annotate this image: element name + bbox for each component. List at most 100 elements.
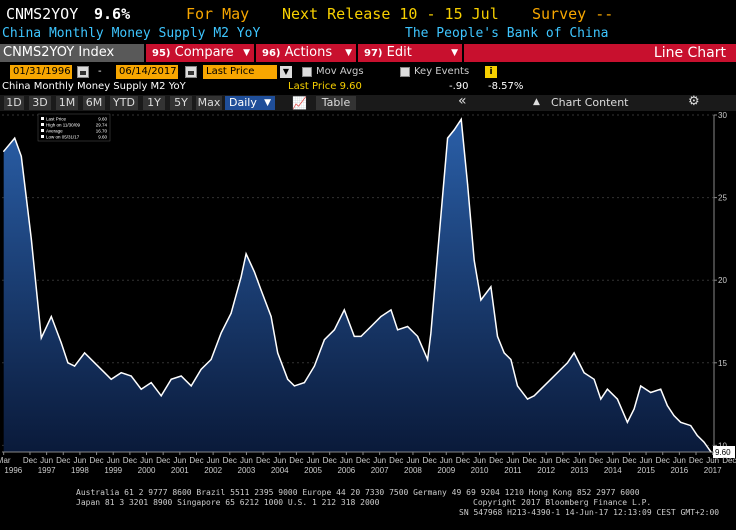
calendar-icon[interactable]	[185, 66, 197, 78]
data-point	[436, 253, 439, 255]
data-point	[120, 372, 122, 374]
x-tick-label: Jun	[706, 456, 719, 465]
x-tick-label: Dec	[489, 456, 503, 465]
data-point	[480, 299, 482, 301]
data-point	[343, 309, 345, 311]
frequency-select[interactable]: Daily ▼	[225, 96, 275, 110]
data-point	[30, 238, 32, 240]
x-tick-label: Dec	[189, 456, 203, 465]
series-last-price: Last Price 9.60	[288, 81, 362, 92]
ticker: CNMS2YOY	[6, 5, 79, 23]
x-tick-label: Mar	[0, 456, 11, 465]
data-point	[73, 365, 76, 367]
data-point	[220, 332, 222, 334]
data-point	[550, 378, 552, 380]
legend-swatch	[41, 117, 44, 120]
data-point	[430, 332, 432, 334]
data-point	[60, 342, 62, 344]
chevron-down-icon[interactable]: ▼	[280, 66, 292, 78]
field-select[interactable]: Last Price	[203, 65, 277, 79]
data-point	[560, 368, 562, 371]
data-point	[503, 352, 505, 354]
legend-item-value: 9.60	[98, 135, 107, 140]
chart-type-button[interactable]: Line Chart	[464, 44, 736, 62]
compare-button[interactable]: 95) Compare ▼	[146, 44, 254, 62]
period-button-1d[interactable]: 1D	[4, 96, 24, 110]
data-point	[460, 118, 462, 120]
chevron-up-icon[interactable]: ▲	[533, 97, 540, 107]
period-button-1m[interactable]: 1M	[56, 96, 78, 110]
period-button-1y[interactable]: 1Y	[143, 96, 165, 110]
mov-avgs-checkbox[interactable]	[302, 67, 312, 77]
data-point	[446, 137, 449, 139]
data-point	[313, 365, 315, 367]
line-chart-icon[interactable]: 📈	[292, 96, 307, 110]
period-button-max[interactable]: Max	[196, 96, 222, 110]
table-button[interactable]: Table	[316, 96, 356, 110]
data-point	[40, 337, 42, 339]
data-point	[14, 137, 16, 139]
period-button-3d[interactable]: 3D	[29, 96, 51, 110]
series-area	[3, 119, 711, 453]
x-year-label: 2003	[238, 466, 256, 475]
data-point	[170, 378, 172, 380]
legend-item-label: Average	[46, 129, 63, 134]
data-point	[427, 358, 429, 361]
next-release: Next Release 10 - 15 Jul	[282, 5, 499, 23]
data-point	[606, 388, 609, 390]
period-button-5y[interactable]: 5Y	[170, 96, 192, 110]
info-icon[interactable]: i	[485, 66, 497, 78]
series-change-pct: -8.57%	[488, 81, 524, 92]
start-date-field[interactable]: 01/31/1996	[10, 65, 72, 79]
x-tick-label: Dec	[656, 456, 670, 465]
x-tick-label: Jun	[506, 456, 519, 465]
edit-code: 97)	[364, 48, 383, 59]
x-year-label: 2013	[571, 466, 589, 475]
gear-icon[interactable]: ⚙	[688, 94, 700, 109]
collapse-icon[interactable]: «	[458, 93, 467, 109]
chart-content-label[interactable]: Chart Content	[551, 96, 629, 109]
x-tick-label: Jun	[173, 456, 186, 465]
x-tick-label: Dec	[23, 456, 37, 465]
data-point	[703, 441, 705, 443]
key-events-checkbox[interactable]	[400, 67, 410, 77]
period-button-ytd[interactable]: YTD	[110, 96, 138, 110]
end-date-field[interactable]: 06/14/2017	[116, 65, 178, 79]
footer-contacts-2: Japan 81 3 3201 8900 Singapore 65 6212 1…	[76, 498, 380, 507]
series-change: -.90	[449, 81, 469, 92]
legend-item-label: Last Price	[46, 117, 67, 122]
actions-button[interactable]: 96) Actions ▼	[256, 44, 356, 62]
x-tick-label: Dec	[289, 456, 303, 465]
data-point	[690, 424, 692, 427]
x-year-label: 2008	[404, 466, 422, 475]
x-tick-label: Jun	[273, 456, 286, 465]
period-button-6m[interactable]: 6M	[83, 96, 105, 110]
data-point	[466, 183, 469, 185]
legend-item-label: High on 11/30/09	[46, 123, 80, 128]
x-year-label: 2016	[670, 466, 688, 475]
data-point	[160, 395, 162, 397]
data-point	[110, 378, 112, 380]
edit-button[interactable]: 97) Edit ▼	[358, 44, 462, 62]
chevron-down-icon: ▼	[243, 48, 250, 58]
data-point	[540, 388, 542, 390]
data-point	[287, 378, 289, 380]
x-tick-label: Jun	[340, 456, 353, 465]
data-point	[333, 329, 335, 331]
calendar-icon[interactable]	[77, 66, 89, 78]
x-year-label: 2006	[337, 466, 355, 475]
x-year-label: 2000	[138, 466, 156, 475]
description-row: China Monthly Money Supply M2 YoY The Pe…	[0, 25, 736, 43]
x-tick-label: Jun	[107, 456, 120, 465]
footer-contacts-1: Australia 61 2 9777 8600 Brazil 5511 239…	[76, 488, 640, 497]
x-year-label: 2001	[171, 466, 189, 475]
data-point	[680, 421, 682, 423]
data-point	[360, 335, 362, 337]
y-tick-label: 25	[718, 194, 727, 203]
data-point	[190, 385, 192, 387]
data-point	[696, 434, 698, 437]
data-point	[370, 325, 372, 328]
x-year-label: 2002	[204, 466, 222, 475]
x-tick-label: Jun	[373, 456, 386, 465]
data-point	[130, 375, 132, 377]
